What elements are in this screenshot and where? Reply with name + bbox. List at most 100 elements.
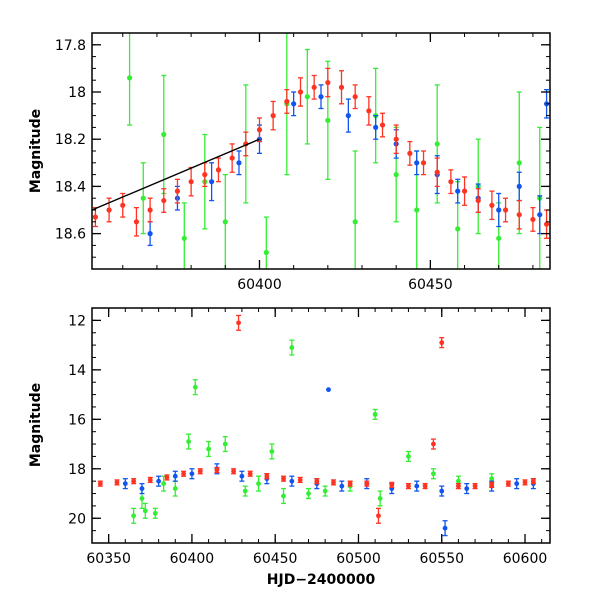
blue-data-point xyxy=(496,207,502,213)
green-data-point xyxy=(172,486,178,491)
y-tick-label: 16 xyxy=(68,412,86,428)
blue-data-point xyxy=(464,486,470,491)
red-data-point xyxy=(352,94,358,100)
blue-series xyxy=(147,84,550,247)
red-data-point xyxy=(530,216,536,223)
blue-data-point xyxy=(236,160,242,166)
green-data-point xyxy=(281,493,286,499)
red-data-point xyxy=(406,483,411,489)
green-data-point xyxy=(222,219,228,225)
red-data-point xyxy=(516,212,522,218)
blue-data-point xyxy=(139,486,145,491)
red-data-point xyxy=(530,478,536,484)
red-data-point xyxy=(489,482,495,488)
y-tick-label: 18 xyxy=(68,462,86,478)
red-data-point xyxy=(131,478,137,484)
x-tick-label: 60400 xyxy=(237,277,282,293)
blue-data-point xyxy=(122,481,128,487)
red-data-point xyxy=(92,214,99,220)
y-tick-label: 18.6 xyxy=(55,227,86,243)
green-data-point xyxy=(242,488,248,494)
bottom-plot-frame xyxy=(91,307,551,544)
red-data-point xyxy=(247,471,253,477)
red-data-point xyxy=(114,479,120,485)
x-tick-label: 60600 xyxy=(503,551,548,567)
blue-data-point xyxy=(537,212,543,218)
x-tick-label: 60400 xyxy=(170,551,215,567)
green-data-point xyxy=(192,384,198,390)
green-data-point xyxy=(289,345,295,350)
y-tick-label: 18.4 xyxy=(55,179,86,195)
red-data-point xyxy=(214,467,220,473)
green-data-point xyxy=(352,219,358,225)
green-data-point xyxy=(181,235,187,241)
red-data-point xyxy=(338,84,345,90)
red-data-point xyxy=(431,441,436,447)
trend-line xyxy=(92,138,260,211)
red-data-point xyxy=(407,150,413,156)
top-panel: 60400 60450 17.8 18 18.2 18.4 18.6 Magnitude xyxy=(28,32,551,293)
red-data-point xyxy=(331,479,336,485)
bottom-plot-area xyxy=(97,314,536,537)
green-data-point xyxy=(256,481,261,487)
red-data-point xyxy=(297,477,303,483)
blue-data-point xyxy=(291,101,297,107)
green-data-point xyxy=(377,496,383,501)
red-data-point xyxy=(120,202,126,208)
green-series xyxy=(131,339,495,524)
blue-data-point xyxy=(172,473,178,479)
red-data-point xyxy=(164,475,170,480)
green-data-point xyxy=(325,117,331,123)
blue-data-point xyxy=(439,488,445,494)
blue-data-point xyxy=(514,481,520,487)
bottom-xlabel: HJD−2400000 xyxy=(267,572,376,588)
red-data-point xyxy=(379,122,386,128)
y-tick-label: 20 xyxy=(68,511,86,527)
red-data-point xyxy=(456,483,461,489)
red-data-point xyxy=(347,481,353,487)
green-data-point xyxy=(152,510,158,516)
green-data-point xyxy=(306,491,311,496)
green-data-point xyxy=(222,441,228,447)
red-data-point xyxy=(422,483,428,489)
green-data-point xyxy=(161,481,167,487)
red-data-point xyxy=(522,479,528,485)
bottom-ylabel: Magnitude xyxy=(28,383,44,467)
red-data-point xyxy=(502,207,509,213)
red-data-point xyxy=(314,478,320,484)
blue-data-point xyxy=(189,471,195,477)
red-data-point xyxy=(376,513,381,519)
green-data-point xyxy=(372,411,378,417)
blue-series xyxy=(122,387,536,537)
red-data-point xyxy=(393,136,399,142)
x-tick-label: 60450 xyxy=(408,277,453,293)
blue-data-point xyxy=(455,188,461,194)
green-data-point xyxy=(131,513,137,519)
red-data-point xyxy=(475,197,481,204)
bottom-panel: 60350 60400 60450 60500 60550 60600 12 14 16 18 20… xyxy=(28,307,551,588)
green-data-point xyxy=(263,249,269,256)
top-plot-frame xyxy=(91,32,551,270)
red-data-point xyxy=(97,481,103,487)
blue-data-point xyxy=(147,231,153,237)
green-data-point xyxy=(489,476,495,482)
green-data-point xyxy=(140,195,146,201)
bottom-axes: 60350 60400 60450 60500 60550 60600 12 14 16 18 20 xyxy=(68,307,550,567)
red-series xyxy=(97,314,536,524)
y-tick-label: 17.8 xyxy=(55,38,86,54)
red-data-point xyxy=(133,219,140,225)
red-data-point xyxy=(543,221,550,227)
green-data-point xyxy=(206,446,211,452)
green-data-point xyxy=(126,75,133,81)
blue-data-point xyxy=(156,478,162,484)
top-ylabel: Magnitude xyxy=(28,109,44,193)
green-data-point xyxy=(322,488,328,494)
red-data-point xyxy=(174,188,181,194)
red-data-point xyxy=(434,169,440,175)
red-data-point xyxy=(389,482,395,488)
blue-data-point xyxy=(442,525,448,531)
red-data-point xyxy=(147,477,153,483)
green-data-point xyxy=(431,471,436,477)
blue-data-point xyxy=(516,183,522,189)
